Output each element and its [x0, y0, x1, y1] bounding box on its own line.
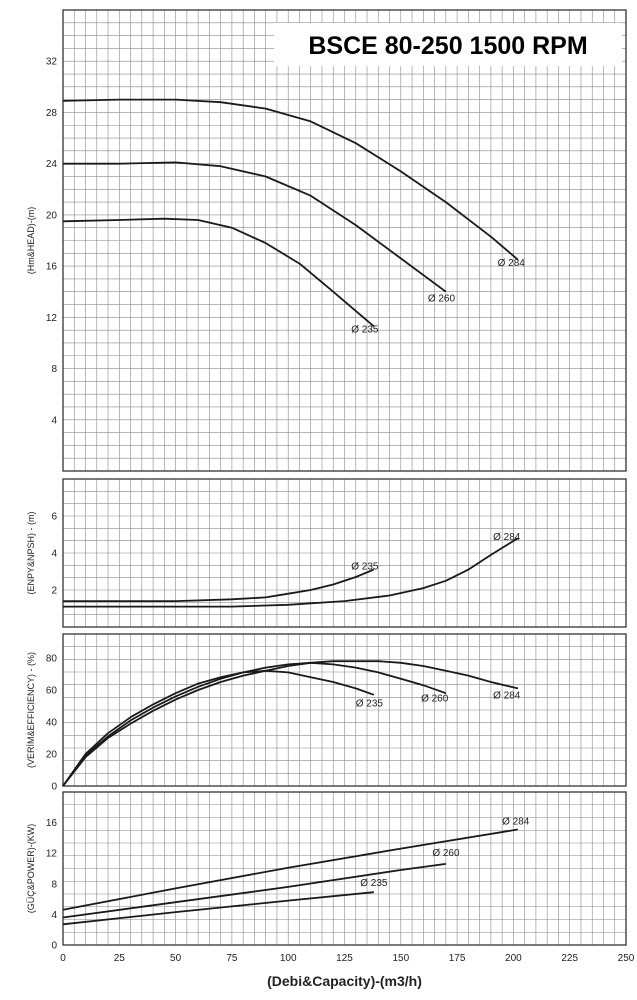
panel-head: 4 8 12 16 20 24 28 32 (Hm&HEAD)-(m) Ø 284 Ø 260 Ø 2…	[26, 9, 627, 472]
x-tick-label: 250	[618, 953, 635, 964]
y-tick-label: 2	[51, 586, 57, 597]
y-tick-label: 4	[51, 549, 57, 560]
y-tick-label: 12	[46, 849, 58, 860]
series-label: Ø 235	[356, 698, 384, 709]
x-tick-label: 125	[336, 953, 353, 964]
panel-frame	[62, 633, 627, 787]
panel-efficiency: 0 20 40 60 80 (VERİM&EFFICIENCY) - (%) Ø 235 Ø …	[26, 633, 627, 793]
y-tick-label: 40	[46, 718, 58, 729]
series-line	[62, 669, 375, 787]
panel-npsh: 2 4 6 (ENPY&NPSH) - (m) Ø 235 Ø 284	[26, 478, 627, 628]
x-tick-label: 25	[114, 953, 126, 964]
series-line	[62, 98, 519, 261]
series-line	[62, 863, 446, 919]
y-axis-label: (GÜÇ&POWER)-(KW)	[26, 824, 36, 914]
series-line	[62, 217, 375, 327]
series-label: Ø 284	[502, 817, 530, 828]
y-tick-label: 24	[46, 159, 58, 170]
x-tick-label: 75	[226, 953, 238, 964]
y-tick-label: 4	[51, 415, 57, 426]
y-tick-label: 8	[51, 879, 57, 890]
y-tick-label: 12	[46, 313, 58, 324]
y-tick-label: 16	[46, 818, 58, 829]
x-tick-label: 100	[280, 953, 297, 964]
panel-power: 0 4 8 12 16 (GÜÇ&POWER)-(KW) Ø 284 Ø 260 Ø 235	[26, 791, 627, 952]
x-tick-label: 200	[505, 953, 522, 964]
x-tick-label: 150	[392, 953, 409, 964]
y-tick-label: 32	[46, 57, 58, 68]
x-tick-label: 0	[60, 953, 66, 964]
series-label: Ø 260	[432, 848, 460, 859]
panel-frame	[62, 478, 627, 628]
series-line	[62, 828, 519, 911]
x-tick-label: 225	[561, 953, 578, 964]
y-tick-label: 16	[46, 262, 58, 273]
y-tick-label: 20	[46, 210, 58, 221]
panel-frame	[62, 791, 627, 946]
y-tick-label: 80	[46, 654, 58, 665]
x-tick-label: 175	[449, 953, 466, 964]
series-label: Ø 284	[498, 258, 526, 269]
series-line	[62, 660, 519, 787]
y-tick-label: 20	[46, 750, 58, 761]
series-line	[63, 537, 519, 608]
y-tick-label: 0	[51, 782, 57, 793]
x-axis-label: (Debi&Capacity)-(m3/h)	[267, 973, 422, 989]
series-line	[62, 661, 447, 787]
series-label: Ø 284	[493, 690, 521, 701]
series-label: Ø 235	[360, 878, 388, 889]
title-background	[274, 23, 622, 66]
series-line	[63, 161, 447, 293]
y-tick-label: 60	[46, 686, 58, 697]
y-tick-label: 4	[51, 910, 57, 921]
series-label: Ø 260	[428, 294, 456, 305]
panel-frame	[62, 9, 627, 472]
series-label: Ø 235	[351, 561, 379, 572]
y-axis-label: (ENPY&NPSH) - (m)	[26, 511, 36, 594]
y-axis-label: (VERİM&EFFICIENCY) - (%)	[26, 652, 36, 768]
series-label: Ø 284	[493, 532, 521, 543]
y-axis-label: (Hm&HEAD)-(m)	[26, 207, 36, 275]
series-line	[62, 891, 374, 926]
series-line	[63, 568, 375, 602]
y-tick-label: 28	[46, 108, 58, 119]
series-label: Ø 260	[421, 694, 449, 705]
x-tick-label: 50	[170, 953, 182, 964]
y-tick-label: 6	[51, 512, 57, 523]
y-tick-label: 0	[51, 941, 57, 952]
series-label: Ø 235	[351, 324, 379, 335]
chart-title: BSCE 80-250 1500 RPM	[308, 32, 587, 60]
y-tick-label: 8	[51, 364, 57, 375]
x-axis: 0 25 50 75 100 125 150 175 200 225 250 (Debi&Capaci…	[60, 953, 635, 989]
